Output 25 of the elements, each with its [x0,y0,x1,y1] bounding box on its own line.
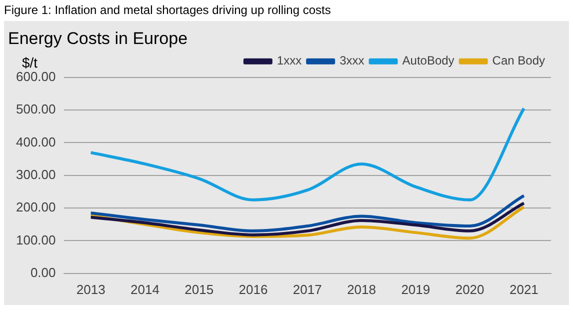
x-tick-label: 2017 [292,282,322,297]
line-series [89,194,526,232]
legend-label: AutoBody [402,54,454,68]
x-tick-label: 2021 [509,282,538,297]
y-tick-label: 500.00 [16,102,56,117]
x-tick-label: 2019 [401,282,430,297]
y-tick-label: 300.00 [16,166,56,182]
chart-title: Figure 1: Inflation and metal shortages driving up rolling costs [3,2,332,19]
x-tick-label: 2013 [76,282,106,297]
x-tick-label: 2016 [238,282,268,297]
legend-label: 1xxx [276,54,302,68]
x-tick-label: 2014 [130,282,160,297]
y-tick-label: 200.00 [16,200,56,215]
x-tick-label: 2020 [455,282,484,297]
legend-label: 3xxx [340,54,364,68]
y-axis-title: $/t [22,54,38,70]
line-series [89,106,526,202]
y-tick-label: 0.00 [30,264,56,280]
chart-subtitle: Energy Costs in Europe [8,28,188,48]
y-tick-label: 600.00 [16,68,56,84]
legend-label: Can Body [492,54,546,68]
x-tick-label: 2018 [347,282,376,297]
y-tick-label: 100.00 [16,232,56,248]
x-tick-label: 2015 [184,282,214,297]
y-tick-label: 400.00 [16,134,56,150]
